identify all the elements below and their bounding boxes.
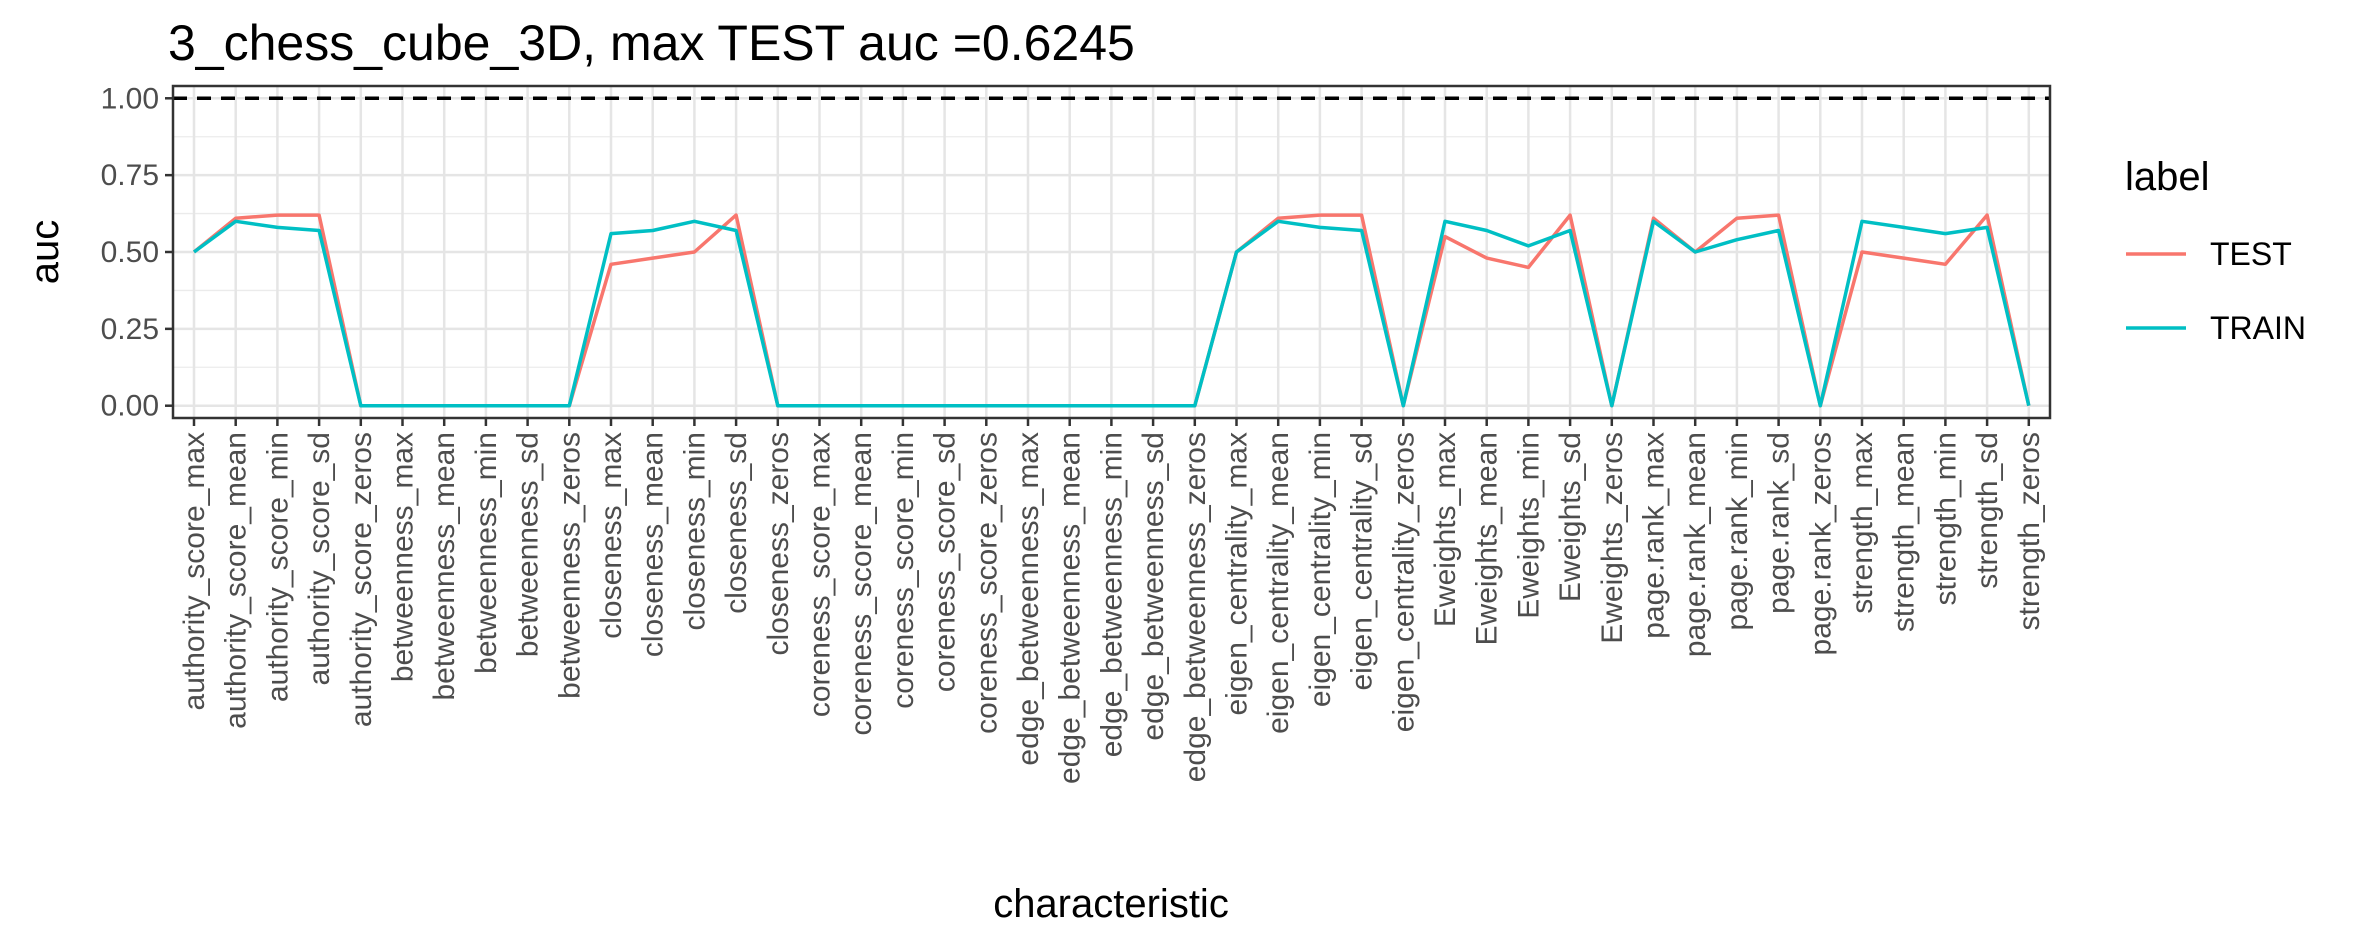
x-tick-label: strength_mean [1888, 432, 1921, 632]
legend-label-test: TEST [2210, 236, 2292, 272]
x-tick-label: closeness_sd [720, 432, 753, 614]
x-tick-label: page.rank_sd [1763, 432, 1796, 614]
x-tick-label: closeness_zeros [762, 432, 795, 655]
x-tick-label: page.rank_zeros [1804, 432, 1837, 655]
x-tick-label: Eweights_mean [1471, 432, 1504, 645]
x-tick-label: authority_score_sd [303, 432, 336, 685]
x-tick-label: closeness_mean [637, 432, 670, 657]
y-tick-label: 0.00 [101, 390, 159, 423]
x-tick-label: eigen_centrality_min [1304, 432, 1337, 707]
y-axis: 0.00 0.25 0.50 0.75 1.00 [101, 82, 173, 423]
series-lines [192, 213, 2031, 408]
x-tick-label: betweenness_min [470, 432, 503, 674]
x-tick-label: Eweights_sd [1554, 432, 1587, 602]
x-tick-label: betweenness_sd [512, 432, 545, 657]
x-tick-label: authority_score_zeros [345, 432, 378, 727]
x-tick-label: edge_betweenness_mean [1054, 432, 1087, 784]
x-tick-label: authority_score_min [261, 432, 294, 702]
x-tick-label: coreness_score_min [887, 432, 920, 709]
legend-label-train: TRAIN [2210, 310, 2306, 346]
x-tick-label: eigen_centrality_zeros [1387, 432, 1420, 732]
x-tick-label: eigen_centrality_max [1221, 432, 1254, 716]
x-tick-label: eigen_centrality_mean [1262, 432, 1295, 734]
x-tick-label: betweenness_mean [428, 432, 461, 701]
x-tick-label: strength_max [1846, 432, 1879, 614]
y-tick-label: 1.00 [101, 82, 159, 115]
x-tick-label: betweenness_zeros [553, 432, 586, 699]
x-tick-label: strength_zeros [2013, 432, 2046, 630]
chart-title: 3_chess_cube_3D, max TEST auc =0.6245 [168, 15, 1135, 71]
x-tick-label: page.rank_min [1721, 432, 1754, 630]
x-tick-label: coreness_score_zeros [970, 432, 1003, 734]
x-tick-label: page.rank_max [1638, 432, 1671, 639]
x-tick-label: eigen_centrality_sd [1346, 432, 1379, 691]
series-line-train [192, 219, 2031, 408]
x-tick-label: coreness_score_mean [845, 432, 878, 736]
x-axis-title: characteristic [993, 882, 1229, 926]
x-tick-label: closeness_max [595, 432, 628, 639]
y-tick-label: 0.50 [101, 236, 159, 269]
x-tick-label: betweenness_max [387, 432, 420, 682]
x-tick-label: Eweights_zeros [1596, 432, 1629, 644]
legend: label TEST TRAIN [2125, 155, 2306, 346]
y-tick-label: 0.25 [101, 313, 159, 346]
x-tick-label: strength_sd [1971, 432, 2004, 589]
x-tick-label: Eweights_min [1512, 432, 1545, 619]
legend-title: label [2125, 155, 2210, 199]
x-tick-label: coreness_score_sd [929, 432, 962, 692]
x-tick-label: authority_score_mean [220, 432, 253, 729]
y-axis-title: auc [23, 220, 67, 285]
x-tick-label: strength_min [1929, 432, 1962, 605]
x-tick-label: authority_score_max [178, 432, 211, 710]
x-tick-label: edge_betweenness_zeros [1179, 432, 1212, 782]
x-tick-label: edge_betweenness_max [1012, 432, 1045, 766]
x-tick-label: closeness_min [678, 432, 711, 630]
x-axis: authority_score_max authority_score_mean a… [178, 418, 2046, 784]
x-tick-label: edge_betweenness_sd [1137, 432, 1170, 741]
x-tick-label: Eweights_max [1429, 432, 1462, 627]
x-tick-label: page.rank_mean [1679, 432, 1712, 657]
x-tick-label: edge_betweenness_min [1095, 432, 1128, 757]
y-tick-label: 0.75 [101, 159, 159, 192]
x-tick-label: coreness_score_max [804, 432, 837, 717]
